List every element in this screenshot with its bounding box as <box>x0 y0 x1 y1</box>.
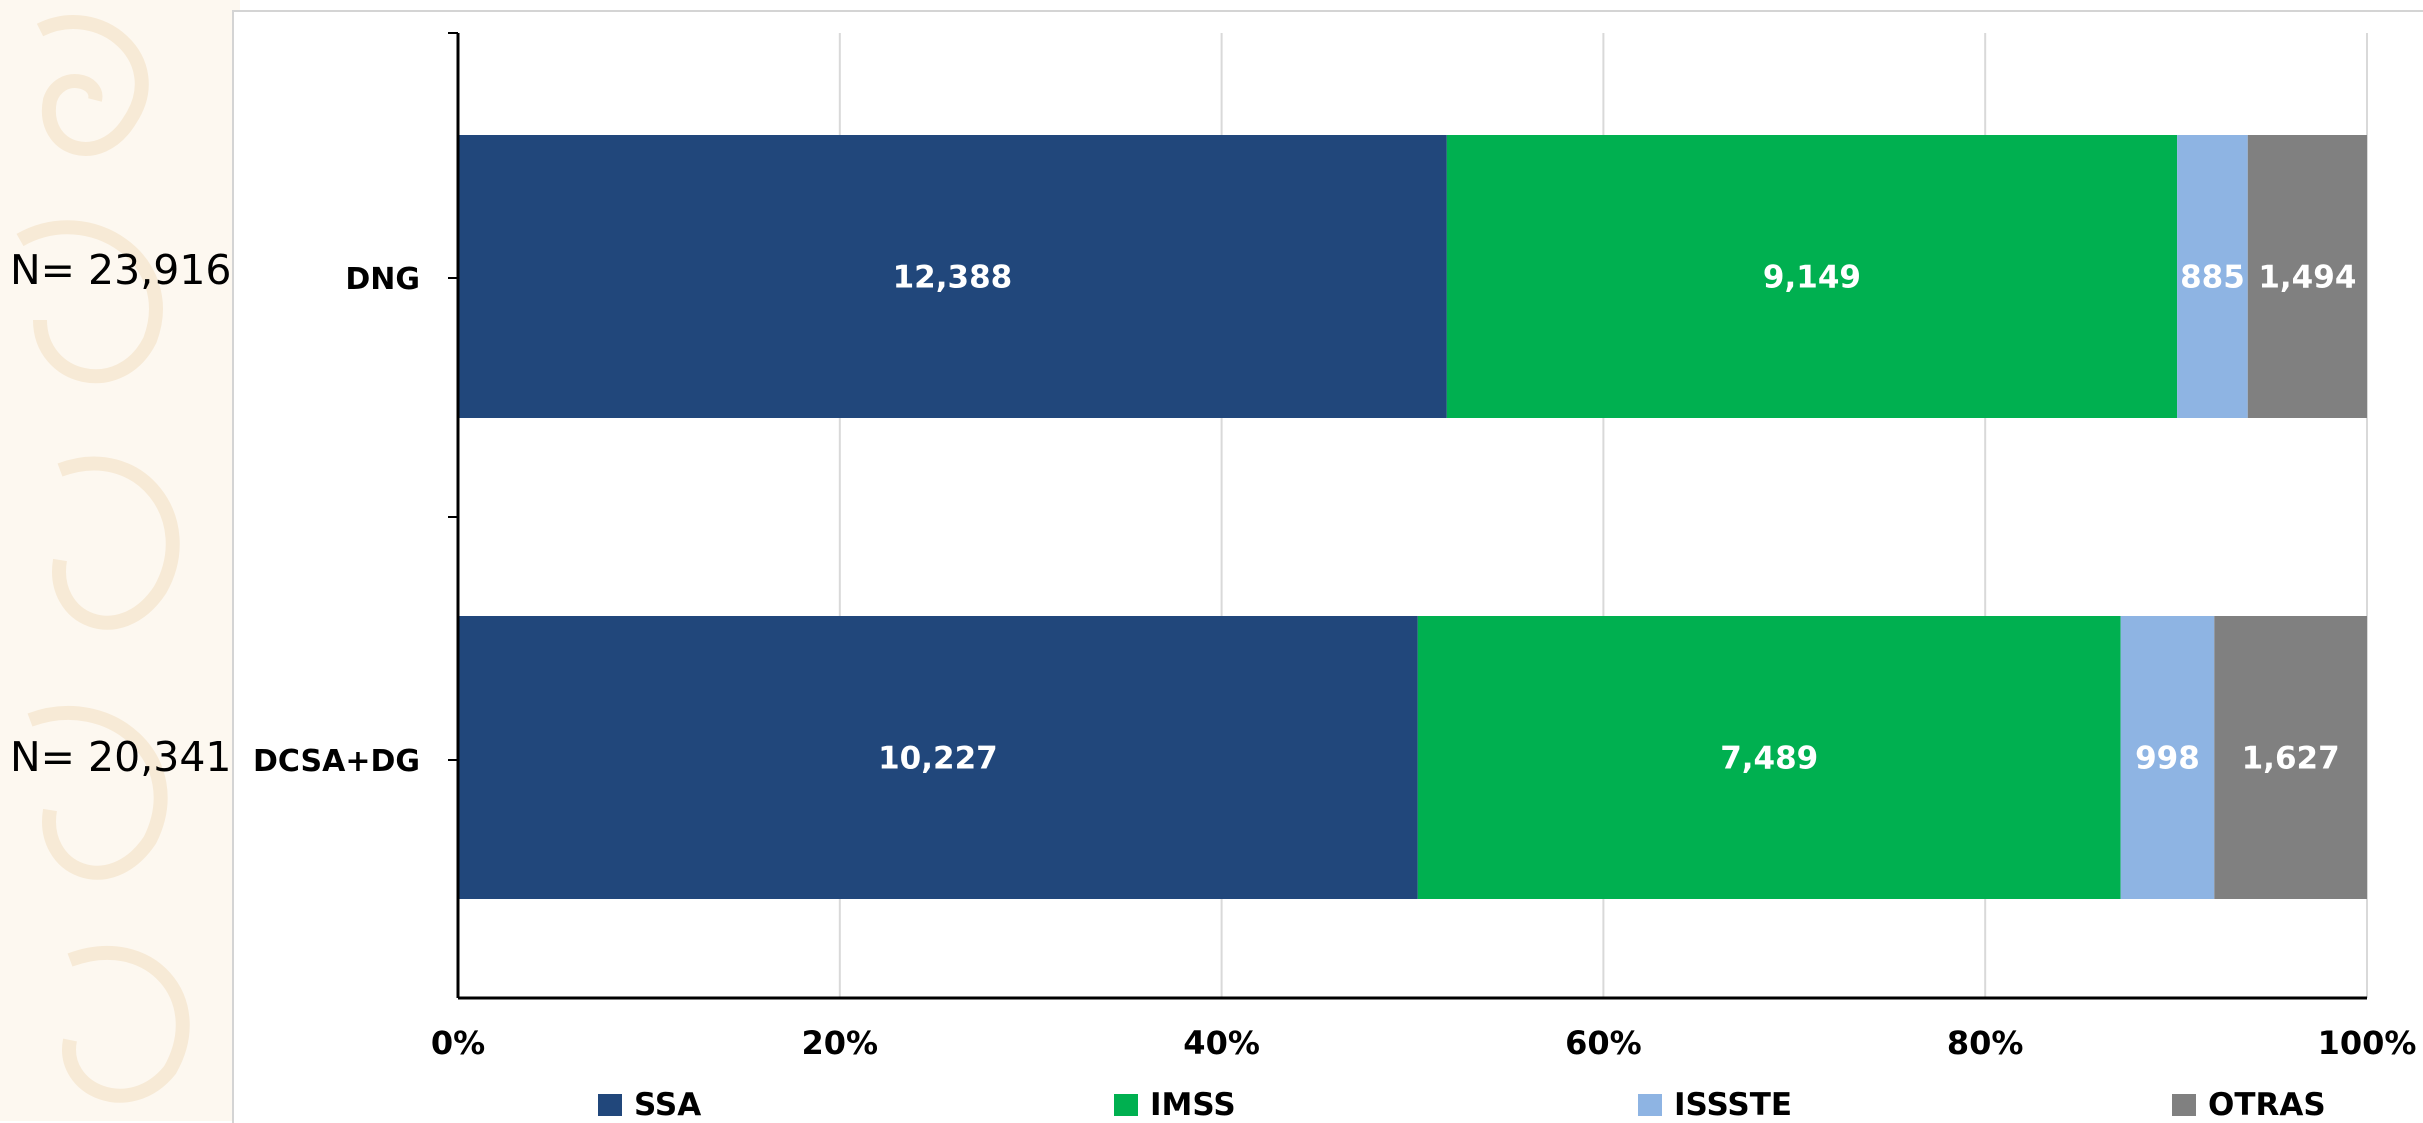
x-tick-label: 20% <box>802 1024 879 1062</box>
legend-label-otras: OTRAS <box>2208 1087 2326 1123</box>
legend-swatch-otras <box>2172 1094 2196 1116</box>
data-label: 1,494 <box>2258 260 2356 296</box>
data-label: 7,489 <box>1720 741 1818 777</box>
bar-segment-otras <box>2214 616 2367 899</box>
n-label-dcsa: N= 20,341 <box>10 733 232 781</box>
n-label-dng: N= 23,916 <box>10 246 232 294</box>
legend-swatch-ssa <box>598 1094 622 1116</box>
y-category-label: DNG <box>345 262 420 297</box>
legend-label-ssa: SSA <box>634 1087 702 1123</box>
x-tick-label: 0% <box>431 1024 485 1062</box>
data-label: 998 <box>2135 741 2200 777</box>
legend-item-imss: IMSS <box>1114 1087 1236 1123</box>
data-label: 885 <box>2180 260 2245 296</box>
x-tick-label: 40% <box>1183 1024 1260 1062</box>
legend-label-issste: ISSSTE <box>1674 1087 1793 1123</box>
data-label: 12,388 <box>893 260 1013 296</box>
data-label: 10,227 <box>878 741 998 777</box>
bar-segment-ssa <box>458 135 1447 418</box>
x-tick-label: 100% <box>2318 1024 2417 1062</box>
data-label: 1,627 <box>2242 741 2340 777</box>
legend-swatch-issste <box>1638 1094 1662 1116</box>
legend-label-imss: IMSS <box>1150 1087 1236 1123</box>
x-tick-label: 80% <box>1947 1024 2024 1062</box>
bar-segment-imss <box>1417 616 2121 899</box>
legend-item-issste: ISSSTE <box>1638 1087 1792 1123</box>
bar-segment-issste <box>2177 135 2248 418</box>
legend-swatch-imss <box>1114 1094 1138 1116</box>
decorative-pattern <box>0 0 240 1121</box>
bar-segment-issste <box>2120 616 2215 899</box>
x-tick-label: 60% <box>1565 1024 1642 1062</box>
y-category-label: DCSA+DG <box>253 744 420 779</box>
legend-item-otras: OTRAS <box>2172 1087 2326 1123</box>
legend-item-ssa: SSA <box>598 1087 701 1123</box>
data-label: 9,149 <box>1763 260 1861 296</box>
bar-segment-imss <box>1446 135 2178 418</box>
bar-segment-ssa <box>458 616 1418 899</box>
bar-segment-otras <box>2247 135 2367 418</box>
